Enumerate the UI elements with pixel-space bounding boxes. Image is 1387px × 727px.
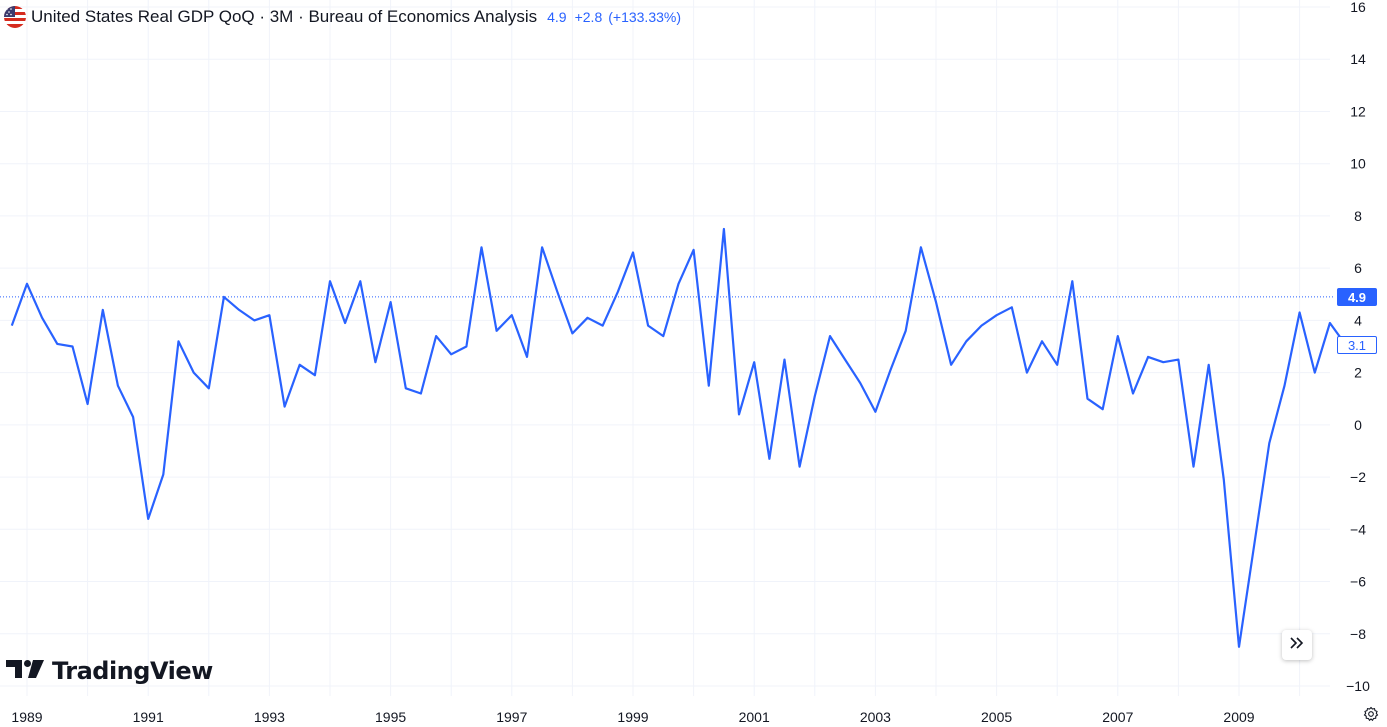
x-tick-label: 1993 — [254, 709, 285, 725]
legend-change-percent: (+133.33%) — [608, 9, 682, 25]
series-line[interactable] — [10, 227, 1346, 648]
chart-legend: United States Real GDP QoQ · 3M · Bureau… — [4, 5, 681, 29]
chart-settings-button[interactable] — [1361, 706, 1381, 726]
y-tick-label: 8 — [1354, 208, 1362, 224]
x-tick-label: 2007 — [1102, 709, 1133, 725]
legend-value: 4.9 — [547, 9, 567, 25]
x-tick-label: 1997 — [496, 709, 527, 725]
x-axis: 1989 1991 1993 1995 1997 1999 2001 2003 2005 2007… — [11, 709, 1254, 725]
tradingview-logo-icon — [6, 658, 46, 685]
double-chevron-right-icon — [1289, 636, 1305, 655]
y-tick-label: 2 — [1354, 365, 1362, 381]
x-tick-label: 1989 — [11, 709, 42, 725]
chart-series — [10, 227, 1346, 648]
us-flag-icon — [4, 6, 26, 28]
x-tick-label: 1999 — [617, 709, 648, 725]
x-tick-label: 1991 — [133, 709, 164, 725]
y-tick-label: −8 — [1350, 626, 1366, 642]
y-tick-label: −4 — [1350, 521, 1366, 537]
x-tick-label: 1995 — [375, 709, 406, 725]
y-tick-label: −10 — [1346, 678, 1370, 694]
y-tick-label: 10 — [1350, 156, 1366, 172]
y-tick-label: −2 — [1350, 469, 1366, 485]
y-tick-label: −6 — [1350, 574, 1366, 590]
y-axis: 16 14 12 10 8 6 4 2 0 −2 −4 −6 −8 −10 — [1346, 0, 1370, 694]
y-tick-label: 0 — [1354, 417, 1362, 433]
legend-change: +2.8 — [574, 9, 603, 25]
legend-title: United States Real GDP QoQ · 3M · Bureau… — [31, 7, 538, 26]
logo-text: TradingView — [52, 657, 213, 685]
y-tick-label: 14 — [1350, 51, 1366, 67]
y-tick-label: 4 — [1354, 312, 1362, 328]
chart-grid — [0, 0, 1330, 696]
x-tick-label: 2001 — [739, 709, 770, 725]
x-tick-label: 2003 — [860, 709, 891, 725]
last-value-tag: 4.9 — [1337, 288, 1377, 306]
previous-value-tag: 3.1 — [1337, 336, 1377, 354]
tradingview-logo[interactable]: TradingView — [6, 657, 213, 685]
y-tick-label: 12 — [1350, 103, 1366, 119]
y-tick-label: 6 — [1354, 260, 1362, 276]
y-tick-label: 16 — [1350, 0, 1366, 15]
x-tick-label: 2009 — [1223, 709, 1254, 725]
scroll-to-realtime-button[interactable] — [1282, 630, 1312, 660]
x-tick-label: 2005 — [981, 709, 1012, 725]
settings-gear-icon — [1363, 706, 1379, 727]
